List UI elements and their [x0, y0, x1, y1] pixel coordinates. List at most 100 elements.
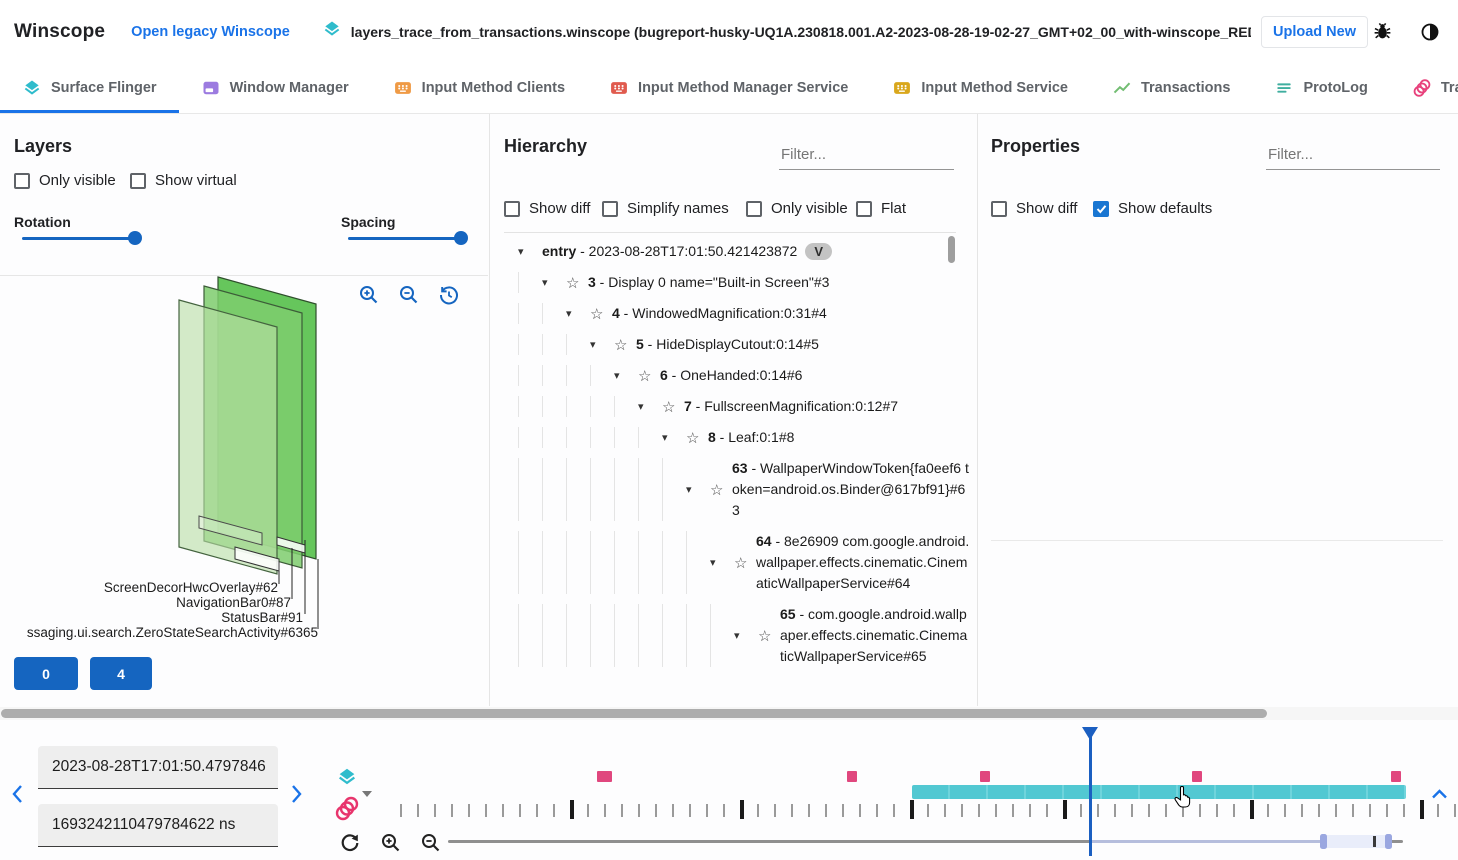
next-entry-button[interactable]	[290, 783, 306, 807]
tree-node-entry[interactable]: ▾ entry - 2023-08-28T17:01:50.421423872 V	[518, 236, 970, 267]
tree-collapse-arrow-icon[interactable]: ▾	[662, 432, 668, 444]
layer-rect-front[interactable]	[178, 299, 278, 575]
horizontal-scrollbar-thumb[interactable]	[1, 709, 1267, 718]
tree-node-4[interactable]: ▾ ☆ 4 - WindowedMagnification:0:31#4	[518, 298, 970, 329]
transitions-trace-icon[interactable]	[334, 794, 361, 827]
properties-filter-input[interactable]	[1266, 144, 1440, 170]
active-trace-layers-icon[interactable]	[336, 766, 358, 793]
trace-selector-caret-icon[interactable]	[362, 784, 372, 802]
timeline-zoom-in-button[interactable]	[380, 832, 402, 854]
collapse-timeline-button[interactable]	[1430, 787, 1449, 801]
ruler-tick	[1437, 804, 1439, 817]
tree-guide-line	[590, 458, 614, 521]
tree-guide-line	[542, 531, 566, 594]
pin-star-icon[interactable]: ☆	[566, 274, 580, 292]
tab-transitions[interactable]: Transitions	[1390, 63, 1458, 113]
window-icon	[201, 78, 221, 98]
timeline-zoom-slider-range[interactable]	[1320, 835, 1392, 848]
pin-star-icon[interactable]: ☆	[710, 481, 724, 499]
checkbox-show-defaults[interactable]: Show defaults	[1093, 200, 1212, 217]
tab-transactions[interactable]: Transactions	[1090, 63, 1252, 113]
timeline-zoom-slider-track[interactable]	[448, 840, 1403, 843]
timestamp-ns-input[interactable]	[38, 804, 278, 847]
tree-guide-line	[566, 604, 590, 667]
transition-marker[interactable]	[597, 771, 612, 782]
tree-collapse-arrow-icon[interactable]: ▾	[542, 277, 548, 289]
pin-star-icon[interactable]: ☆	[758, 627, 772, 645]
checkbox-checked-icon	[1093, 200, 1109, 217]
transition-marker[interactable]	[1192, 771, 1202, 782]
ruler-tick	[1012, 804, 1014, 817]
tree-collapse-arrow-icon[interactable]: ▾	[710, 557, 716, 569]
layers-3d-canvas[interactable]: ScreenDecorHwcOverlay#62 NavigationBar0#…	[0, 275, 488, 647]
tab-input-method-service[interactable]: Input Method Service	[870, 63, 1090, 113]
spacing-slider-thumb[interactable]	[454, 231, 468, 245]
tree-node-7[interactable]: ▾ ☆ 7 - FullscreenMagnification:0:12#7	[518, 391, 970, 422]
tree-node-6[interactable]: ▾ ☆ 6 - OneHanded:0:14#6	[518, 360, 970, 391]
tab-protolog[interactable]: ProtoLog	[1252, 63, 1389, 113]
tree-collapse-arrow-icon[interactable]: ▾	[734, 630, 740, 642]
checkbox-flat[interactable]: Flat	[856, 200, 906, 217]
previous-entry-button[interactable]	[10, 783, 26, 807]
dark-mode-toggle-icon[interactable]	[1418, 20, 1442, 44]
tab-surface-flinger[interactable]: Surface Flinger	[0, 63, 179, 113]
pin-star-icon[interactable]: ☆	[590, 305, 604, 323]
reset-view-icon[interactable]	[438, 284, 460, 306]
timeline-trace-band[interactable]	[912, 785, 1406, 799]
transition-marker[interactable]	[1391, 771, 1401, 782]
hierarchy-filter-input[interactable]	[779, 144, 954, 170]
ruler-tick	[451, 804, 453, 817]
timeline-refresh-button[interactable]	[339, 832, 361, 854]
upload-new-button[interactable]: Upload New	[1261, 15, 1368, 48]
pin-star-icon[interactable]: ☆	[638, 367, 652, 385]
open-legacy-link[interactable]: Open legacy Winscope	[131, 23, 290, 40]
playhead-line[interactable]	[1089, 727, 1092, 856]
tree-node-65[interactable]: ▾ ☆ 65 - com.google.android.wallpaper.effe…	[518, 599, 970, 672]
tab-input-method-manager-service[interactable]: Input Method Manager Service	[587, 63, 870, 113]
hierarchy-scrollbar[interactable]	[948, 236, 955, 263]
rotation-slider-thumb[interactable]	[128, 231, 142, 245]
ruler-tick	[621, 804, 623, 817]
checkbox-show-diff[interactable]: Show diff	[504, 200, 590, 217]
tree-node-64[interactable]: ▾ ☆ 64 - 8e26909 com.google.android.wallpa…	[518, 526, 970, 599]
display-button-4[interactable]: 4	[90, 657, 152, 690]
checkbox-simplify-names[interactable]: Simplify names	[602, 200, 729, 217]
display-button-0[interactable]: 0	[14, 657, 78, 690]
checkbox-show-virtual[interactable]: Show virtual	[130, 172, 237, 189]
tree-node-8[interactable]: ▾ ☆ 8 - Leaf:0:1#8	[518, 422, 970, 453]
pin-star-icon[interactable]: ☆	[614, 336, 628, 354]
tree-collapse-arrow-icon[interactable]: ▾	[638, 401, 644, 413]
tab-label: Input Method Service	[921, 80, 1068, 96]
tree-node-3[interactable]: ▾ ☆ 3 - Display 0 name="Built-in Screen"#3	[518, 267, 970, 298]
zoom-slider-left-handle[interactable]	[1320, 834, 1327, 849]
scene-zoom-in-button[interactable]	[358, 284, 380, 306]
file-name: layers_trace_from_transactions.winscope …	[350, 23, 1252, 40]
tree-collapse-arrow-icon[interactable]: ▾	[518, 246, 524, 258]
tree-guide-line	[638, 427, 662, 448]
tree-node-label: entry - 2023-08-28T17:01:50.421423872 V	[542, 241, 970, 262]
timeline-zoom-out-button[interactable]	[420, 832, 442, 854]
pin-star-icon[interactable]: ☆	[734, 554, 748, 572]
loaded-file-chip: layers_trace_from_transactions.winscope …	[322, 19, 1251, 44]
checkbox-only-visible[interactable]: Only visible	[14, 172, 116, 189]
tree-guide-line	[518, 531, 542, 594]
tab-input-method-clients[interactable]: Input Method Clients	[371, 63, 587, 113]
zoom-slider-right-handle[interactable]	[1385, 834, 1392, 849]
ruler-tick	[638, 804, 640, 817]
tree-node-5[interactable]: ▾ ☆ 5 - HideDisplayCutout:0:14#5	[518, 329, 970, 360]
tree-node-63[interactable]: ▾ ☆ 63 - WallpaperWindowToken{fa0eef6 toke…	[518, 453, 970, 526]
bug-report-icon[interactable]	[1370, 20, 1394, 44]
tree-collapse-arrow-icon[interactable]: ▾	[614, 370, 620, 382]
tree-collapse-arrow-icon[interactable]: ▾	[566, 308, 572, 320]
pin-star-icon[interactable]: ☆	[686, 429, 700, 447]
tree-collapse-arrow-icon[interactable]: ▾	[590, 339, 596, 351]
tree-collapse-arrow-icon[interactable]: ▾	[686, 484, 692, 496]
transition-marker[interactable]	[847, 771, 857, 782]
checkbox-show-diff[interactable]: Show diff	[991, 200, 1077, 217]
tab-window-manager[interactable]: Window Manager	[179, 63, 371, 113]
scene-zoom-out-button[interactable]	[398, 284, 420, 306]
transition-marker[interactable]	[980, 771, 990, 782]
checkbox-only-visible[interactable]: Only visible	[746, 200, 848, 217]
pin-star-icon[interactable]: ☆	[662, 398, 676, 416]
timestamp-human-input[interactable]	[38, 746, 278, 789]
